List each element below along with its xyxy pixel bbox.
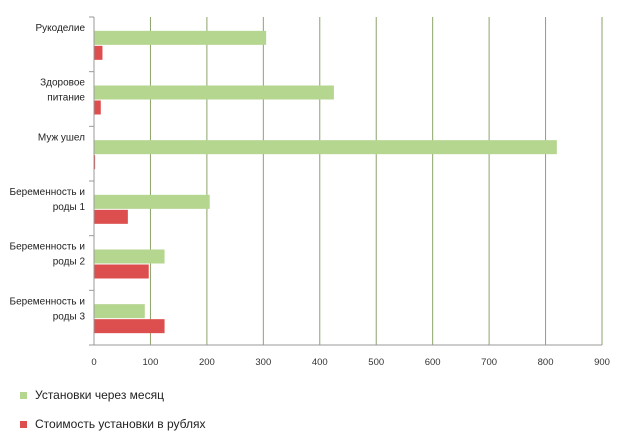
category-label-3-line-0: Беременность и (10, 187, 85, 198)
x-tick-label-300: 300 (255, 357, 271, 368)
x-tick-label-800: 800 (538, 357, 554, 368)
bar-cost-4 (94, 264, 149, 279)
x-tick-label-700: 700 (481, 357, 497, 368)
legend-label-installs: Установки через месяц (35, 388, 164, 402)
bar-installs-0 (94, 30, 267, 45)
category-label-2: Муж ушел (38, 132, 85, 143)
bar-installs-1 (94, 85, 334, 100)
bar-cost-3 (94, 209, 128, 224)
category-label-4-line-0: Беременность и (10, 242, 85, 253)
category-label-4-line-1: роды 2 (53, 257, 86, 268)
category-label-3-line-1: роды 1 (53, 202, 86, 213)
bar-installs-3 (94, 194, 210, 209)
x-tick-label-100: 100 (143, 357, 159, 368)
bar-cost-2 (94, 155, 96, 170)
bar-installs-4 (94, 249, 165, 264)
legend-label-cost: Стоимость установки в рублях (35, 417, 206, 431)
category-label-0: Рукоделие (35, 23, 85, 34)
category-label-5-line-0: Беременность и (10, 296, 85, 307)
bar-installs-5 (94, 304, 145, 319)
bar-installs-2 (94, 140, 557, 155)
category-label-5-line-1: роды 3 (53, 311, 86, 322)
legend-swatch-cost (20, 420, 27, 428)
category-label-1-line-0: Здоровое (40, 78, 85, 89)
x-tick-label-500: 500 (368, 357, 384, 368)
x-tick-label-400: 400 (312, 357, 328, 368)
bar-cost-0 (94, 45, 103, 60)
x-tick-label-0: 0 (91, 357, 96, 368)
legend-swatch-installs (20, 391, 27, 399)
legend-item-cost: Стоимость установки в рублях (20, 417, 206, 431)
bar-chart: Рукоделие Здоровое питание Муж ушел Беременн… (10, 16, 610, 368)
bar-cost-1 (94, 100, 101, 115)
bar-cost-5 (94, 319, 165, 334)
x-tick-label-900: 900 (594, 357, 610, 368)
legend-item-installs: Установки через месяц (20, 388, 206, 402)
category-label-1-line-1: питание (47, 93, 85, 104)
legend: Установки через месяц Стоимость установк… (20, 388, 206, 446)
x-tick-label-200: 200 (199, 357, 215, 368)
x-tick-label-600: 600 (425, 357, 441, 368)
